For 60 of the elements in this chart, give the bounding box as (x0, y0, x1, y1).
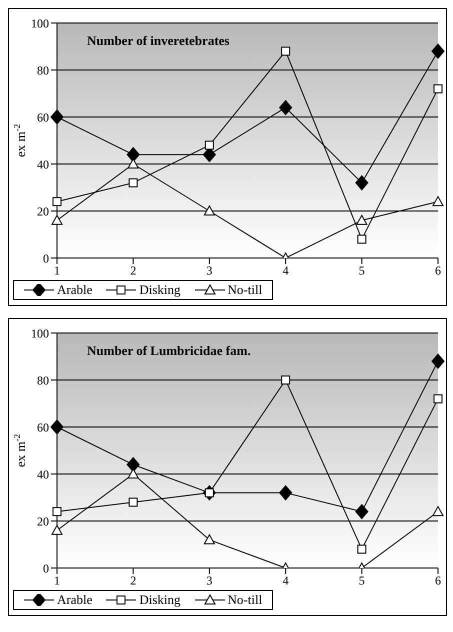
point (279, 100, 292, 116)
x-tick-label: 6 (435, 574, 441, 588)
point (128, 158, 139, 168)
point (204, 140, 214, 150)
legend-label: Disking (139, 282, 181, 298)
text: Number of inveretebrates (87, 33, 230, 48)
x-tick-label: 5 (358, 574, 365, 588)
x-tick-label: 6 (435, 264, 441, 278)
legend-label: Arable (57, 592, 92, 608)
y-tick-label: 40 (37, 467, 49, 482)
x-tick-label: 1 (54, 264, 60, 278)
x-tick-label: 4 (282, 264, 289, 278)
point (434, 84, 442, 94)
legend-label: No-till (228, 282, 262, 298)
x-tick-label: 3 (206, 574, 212, 588)
legend-label: Arable (57, 282, 92, 298)
point (432, 506, 444, 516)
point (432, 354, 444, 369)
y-tick-label: 0 (43, 561, 49, 576)
point (128, 498, 138, 507)
legend-label: No-till (228, 592, 262, 608)
point (434, 394, 442, 404)
y-tick-label: 60 (37, 420, 49, 434)
point (355, 504, 368, 520)
y-tick-label: 100 (31, 16, 49, 30)
point (52, 197, 62, 206)
legend-label: Disking (139, 592, 181, 608)
y-tick-label: 80 (37, 63, 49, 78)
point (128, 468, 139, 478)
point (355, 175, 368, 190)
point (357, 544, 366, 554)
x-tick-label: 5 (358, 264, 365, 278)
point (356, 214, 368, 225)
y-tick-label: 60 (37, 110, 49, 124)
x-tick-label: 1 (54, 574, 60, 588)
point (432, 44, 444, 59)
point (204, 534, 215, 544)
point (50, 420, 64, 434)
point (126, 457, 140, 472)
x-tick-label: 2 (130, 574, 136, 588)
text: Number of Lumbricidae fam. (87, 343, 251, 358)
y-tick-label: 20 (37, 514, 49, 528)
x-tick-label: 3 (206, 264, 212, 278)
y-tick-label: 80 (37, 373, 49, 388)
point (126, 147, 140, 162)
point (432, 196, 444, 206)
point (279, 485, 292, 500)
x-tick-label: 4 (282, 574, 289, 588)
y-tick-label: 40 (37, 157, 49, 172)
point (52, 507, 62, 516)
point (281, 46, 290, 56)
y-tick-label: 20 (37, 204, 49, 218)
point (281, 376, 290, 384)
point (204, 206, 215, 216)
point (50, 110, 64, 124)
point (357, 234, 366, 244)
y-tick-label: 100 (31, 326, 49, 340)
point (128, 178, 138, 188)
x-tick-label: 2 (130, 264, 136, 278)
y-tick-label: 0 (43, 251, 49, 266)
